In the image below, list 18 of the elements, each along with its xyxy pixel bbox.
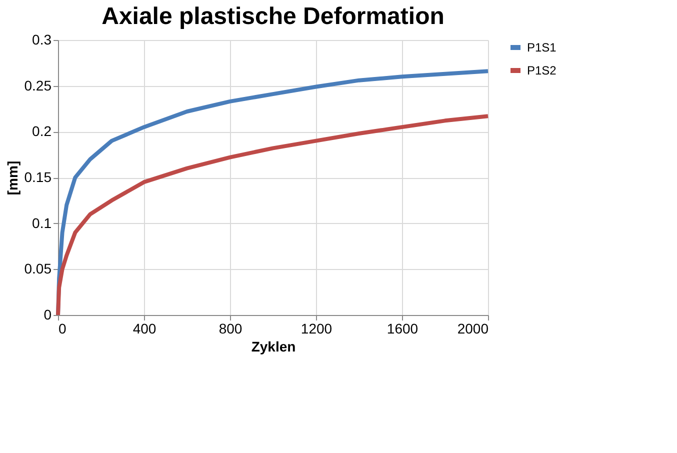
x-tick-label: 0 xyxy=(58,320,66,336)
chart-title: Axiale plastische Deformation xyxy=(102,3,444,30)
y-tick-label: 0.2 xyxy=(32,123,52,140)
x-tick-label: 1200 xyxy=(300,320,332,336)
y-axis-title: [mm] xyxy=(4,160,20,196)
y-tick-label: 0.1 xyxy=(32,214,52,231)
x-tick-label: 800 xyxy=(218,320,242,336)
y-tick-label: 0.05 xyxy=(24,260,52,277)
y-tick-label: 0 xyxy=(44,306,52,322)
legend-label: P1S2 xyxy=(527,64,557,78)
x-axis-title: Zyklen xyxy=(251,338,296,354)
y-tick-label: 0.25 xyxy=(24,77,52,94)
y-tick-label: 0.15 xyxy=(24,169,52,185)
x-tick-label: 2000 xyxy=(457,320,489,336)
x-tick-label: 400 xyxy=(132,320,156,336)
y-tick-label: 0.3 xyxy=(32,32,52,48)
legend-label: P1S1 xyxy=(527,40,557,54)
x-tick-label: 1600 xyxy=(386,320,418,336)
